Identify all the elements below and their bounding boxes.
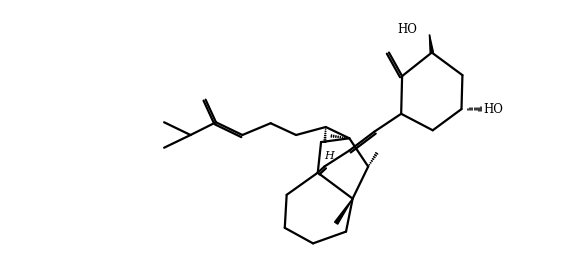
- Polygon shape: [429, 35, 432, 53]
- Text: H: H: [324, 151, 334, 161]
- Polygon shape: [429, 35, 433, 53]
- Text: HO: HO: [398, 23, 418, 36]
- Polygon shape: [334, 199, 352, 224]
- Text: HO: HO: [483, 103, 503, 116]
